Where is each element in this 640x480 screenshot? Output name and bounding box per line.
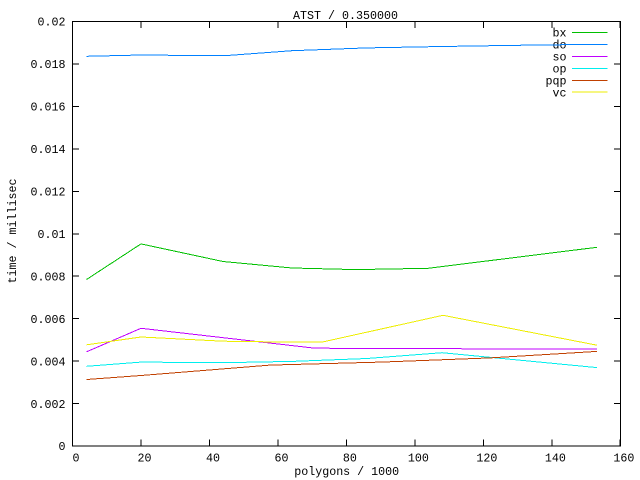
svg-text:time / millisec: time / millisec: [6, 179, 20, 284]
svg-text:100: 100: [408, 452, 429, 466]
svg-text:40: 40: [206, 452, 220, 466]
svg-text:0.014: 0.014: [31, 143, 66, 157]
svg-text:0.002: 0.002: [31, 398, 66, 412]
svg-text:0.01: 0.01: [38, 228, 66, 242]
svg-text:vc: vc: [553, 86, 567, 100]
svg-text:0.016: 0.016: [31, 101, 66, 115]
svg-text:so: so: [553, 51, 567, 65]
svg-text:160: 160: [613, 452, 634, 466]
svg-text:0.004: 0.004: [31, 355, 66, 369]
svg-text:0: 0: [59, 440, 66, 454]
svg-text:ATST / 0.350000: ATST / 0.350000: [293, 9, 398, 23]
svg-text:pqp: pqp: [546, 75, 567, 89]
svg-text:do: do: [553, 39, 567, 53]
svg-text:60: 60: [275, 452, 289, 466]
svg-text:bx: bx: [553, 27, 567, 41]
svg-text:20: 20: [138, 452, 152, 466]
svg-text:polygons / 1000: polygons / 1000: [294, 465, 399, 479]
svg-text:0.006: 0.006: [31, 313, 66, 327]
svg-text:0.018: 0.018: [31, 58, 66, 72]
svg-text:0.008: 0.008: [31, 270, 66, 284]
svg-text:0.02: 0.02: [38, 16, 66, 30]
svg-text:80: 80: [343, 452, 357, 466]
svg-text:op: op: [553, 63, 567, 77]
svg-text:0: 0: [73, 452, 80, 466]
svg-text:0.012: 0.012: [31, 186, 66, 200]
svg-text:140: 140: [545, 452, 566, 466]
svg-text:120: 120: [476, 452, 497, 466]
